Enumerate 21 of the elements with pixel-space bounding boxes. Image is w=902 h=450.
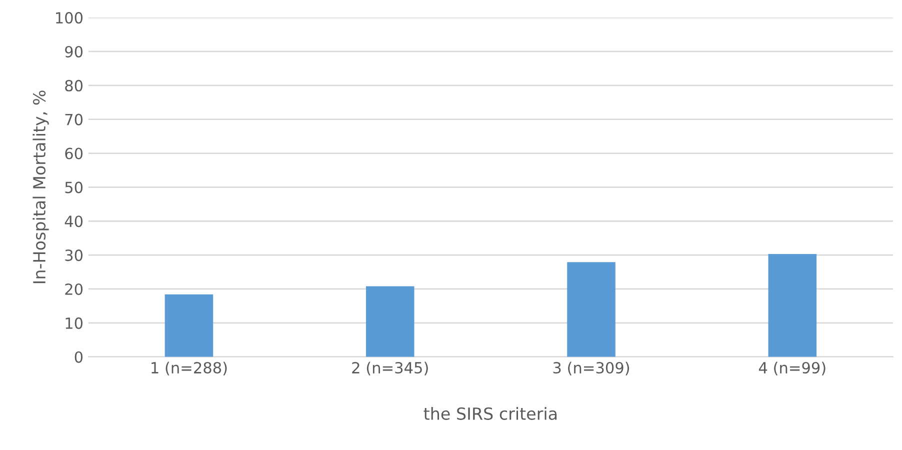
y-tick-label: 100 [56, 12, 83, 24]
bar [164, 294, 214, 357]
y-tick-label: 80 [65, 80, 83, 92]
bar [768, 254, 817, 357]
x-axis-title: the SIRS criteria [424, 407, 557, 420]
bar [567, 262, 616, 357]
bar [366, 286, 414, 357]
y-axis-title: In-Hospital Mortality, % [32, 90, 49, 284]
x-tick-label: 3 (n=309) [553, 362, 630, 376]
y-tick-label: 30 [65, 250, 83, 262]
x-tick-label: 1 (n=288) [152, 362, 227, 376]
y-tick-label: 70 [65, 114, 83, 126]
y-tick-label: 20 [65, 283, 83, 296]
y-tick-label: 60 [65, 148, 83, 160]
y-tick-label: 10 [66, 317, 83, 329]
y-tick-label: 40 [64, 216, 83, 228]
y-tick-label: 50 [65, 182, 83, 194]
x-tick-label: 2 (n=345) [352, 362, 428, 376]
y-tick-label: 90 [65, 46, 83, 58]
y-tick-label: 0 [74, 351, 83, 363]
x-tick-label: 4 (n=99) [758, 362, 826, 376]
